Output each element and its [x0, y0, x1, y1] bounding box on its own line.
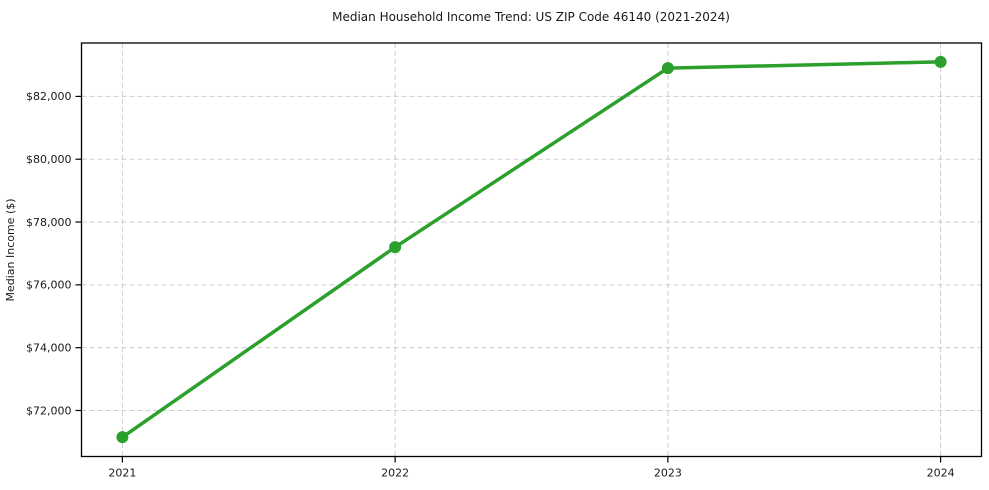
data-point-2024: [934, 55, 947, 68]
x-tick-label: 2021: [108, 467, 136, 480]
y-tick-label: $72,000: [26, 404, 72, 417]
y-tick-label: $80,000: [26, 153, 72, 166]
data-series: [116, 55, 947, 444]
y-tick-label: $82,000: [26, 90, 72, 103]
tick-labels: $72,000 $74,000 $76,000 $78,000 $80,000 $82,0…: [26, 90, 955, 479]
data-point-2022: [389, 241, 402, 254]
y-axis-label: Median Income ($): [4, 198, 17, 301]
x-tick-label: 2022: [381, 467, 409, 480]
axis-ticks: [75, 95, 942, 463]
data-point-2023: [661, 62, 674, 75]
y-tick-label: $76,000: [26, 279, 72, 292]
plot-border: [80, 42, 983, 458]
y-tick-label: $78,000: [26, 216, 72, 229]
x-tick-label: 2024: [927, 467, 955, 480]
trend-line: [120, 60, 943, 439]
data-point-2021: [116, 431, 129, 444]
gridlines: [81, 43, 982, 457]
x-tick-label: 2023: [654, 467, 682, 480]
chart-title: Median Household Income Trend: US ZIP Co…: [332, 10, 730, 24]
y-tick-label: $74,000: [26, 341, 72, 354]
